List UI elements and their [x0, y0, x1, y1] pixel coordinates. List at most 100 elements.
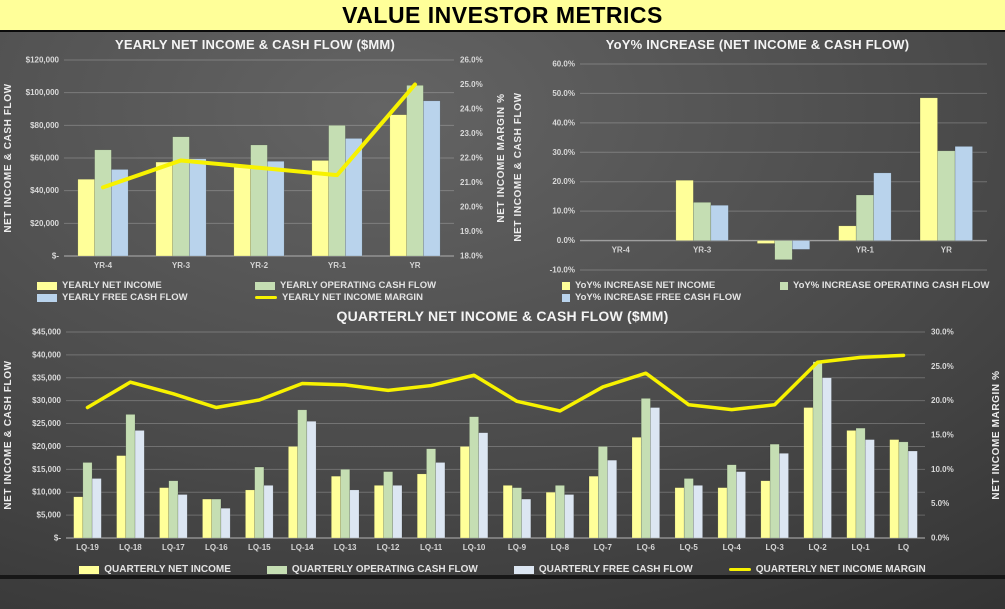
legend-line-swatch — [728, 568, 751, 571]
legend-row: YEARLY NET INCOME YEARLY OPERATING CASH F… — [0, 280, 510, 291]
legend-row: YoY% INCREASE NET INCOME YoY% INCREASE OP… — [510, 280, 1005, 291]
y-tick-label: $40,000 — [30, 186, 59, 195]
bar — [502, 485, 513, 539]
y2-tick-label: 23.0% — [460, 129, 483, 138]
bar — [168, 480, 179, 539]
x-tick-label: LQ-11 — [420, 543, 443, 552]
y-tick-label: 0.0% — [557, 236, 575, 245]
y-tick-label: 50.0% — [552, 89, 575, 98]
bar — [245, 489, 255, 539]
series-line — [101, 82, 417, 190]
bar — [779, 453, 789, 539]
y-tick-label: $35,000 — [32, 373, 61, 382]
y-tick-label: $80,000 — [30, 121, 59, 130]
x-tick-label: LQ — [898, 543, 909, 552]
bar — [769, 443, 780, 539]
y-tick-label: $120,000 — [26, 56, 60, 65]
bar — [710, 205, 729, 241]
bar — [812, 361, 823, 539]
bar — [821, 377, 832, 539]
legend-label: YEARLY FREE CASH FLOW — [62, 292, 188, 303]
top-row: YEARLY NET INCOME & CASH FLOW ($MM) $- $2… — [0, 32, 1005, 303]
bar — [349, 489, 360, 539]
bar — [389, 114, 407, 257]
legend-swatch — [79, 565, 100, 574]
legend-item: YoY% INCREASE NET INCOME — [562, 280, 780, 291]
y-tick-label: $- — [54, 534, 61, 543]
chart-quarterly-title: QUARTERLY NET INCOME & CASH FLOW ($MM) — [336, 308, 669, 324]
bar — [297, 409, 308, 539]
x-tick-label: LQ-12 — [377, 543, 400, 552]
legend-swatch — [37, 293, 57, 302]
y-axis-title: NET INCOME & CASH FLOW — [3, 360, 14, 509]
legend-label: QUARTERLY OPERATING CASH FLOW — [291, 564, 478, 575]
bar — [423, 100, 441, 257]
bar — [250, 144, 268, 257]
y-axis-title: NET INCOME & CASH FLOW — [3, 83, 14, 232]
legend-label: QUARTERLY NET INCOME — [104, 564, 231, 575]
bar — [774, 240, 793, 260]
legend-item: QUARTERLY NET INCOME MARGIN — [728, 564, 926, 575]
chart-yearly-title: YEARLY NET INCOME & CASH FLOW ($MM) — [114, 37, 395, 52]
bar — [889, 439, 900, 539]
charts-area: YEARLY NET INCOME & CASH FLOW ($MM) $- $2… — [0, 32, 1005, 575]
x-tick-label: LQ-6 — [637, 543, 656, 552]
y2-tick-label: 10.0% — [931, 465, 954, 474]
x-tick-label: YR-3 — [172, 261, 191, 270]
legend-label: YEARLY NET INCOME MARGIN — [282, 292, 423, 303]
bar — [306, 421, 317, 539]
bar — [919, 97, 938, 241]
legend-label: YoY% INCREASE NET INCOME — [575, 280, 716, 291]
legend-item: YoY% INCREASE OPERATING CASH FLOW — [780, 280, 998, 291]
x-tick-label: YR — [941, 246, 952, 255]
y2-tick-label: 25.0% — [931, 362, 954, 371]
y-tick-label: -10.0% — [550, 266, 575, 275]
y-tick-label: $60,000 — [30, 154, 59, 163]
chart-yearly-plot: $- $20,000 $40,000 $60,000 $80,000 $100,000 $1… — [3, 56, 507, 271]
y-tick-label: $45,000 — [32, 328, 61, 337]
chart-yoy-legend: YoY% INCREASE NET INCOME YoY% INCREASE OP… — [510, 280, 1005, 303]
legend-item: YEARLY NET INCOME — [37, 280, 255, 291]
y2-tick-label: 20.0% — [460, 203, 483, 212]
x-tick-label: YR — [409, 261, 420, 270]
bar — [406, 85, 424, 257]
bar — [267, 161, 285, 257]
bar — [340, 469, 351, 539]
legend-label: YEARLY OPERATING CASH FLOW — [280, 280, 437, 291]
y2-tick-label: 21.0% — [460, 178, 483, 187]
x-tick-label: LQ-4 — [723, 543, 742, 552]
bar — [288, 446, 298, 539]
bar — [588, 475, 599, 539]
bar — [77, 178, 95, 257]
series-line — [85, 353, 906, 413]
y-tick-label: 20.0% — [552, 177, 575, 186]
bar — [155, 161, 173, 257]
title-bar: VALUE INVESTOR METRICS — [0, 0, 1005, 32]
bar — [416, 473, 427, 539]
x-tick-label: LQ-10 — [463, 543, 486, 552]
x-tick-label: YR-3 — [693, 246, 712, 255]
legend-swatch — [37, 281, 57, 290]
legend-swatch — [562, 281, 570, 290]
page-title: VALUE INVESTOR METRICS — [342, 1, 663, 28]
bar — [134, 430, 145, 539]
bar — [111, 169, 129, 257]
chart-quarterly: QUARTERLY NET INCOME & CASH FLOW ($MM) $… — [0, 308, 1005, 575]
legend-item: YoY% INCREASE FREE CASH FLOW — [562, 292, 780, 303]
x-tick-label: LQ-8 — [551, 543, 570, 552]
y-tick-label: 30.0% — [552, 148, 575, 157]
bar — [383, 471, 393, 539]
bar — [202, 498, 212, 539]
x-tick-label: LQ-13 — [334, 543, 357, 552]
legend-item: YEARLY NET INCOME MARGIN — [255, 292, 473, 303]
bar — [555, 485, 565, 539]
chart-yoy-plot: -10.0% 0.0% 10.0% 20.0% 30.0% 40.0% 50.0% 60.0%… — [513, 60, 987, 275]
bar — [674, 487, 685, 539]
bar — [328, 125, 346, 257]
x-tick-label: LQ-15 — [248, 543, 271, 552]
x-tick-label: LQ-2 — [809, 543, 828, 552]
legend-row: YoY% INCREASE FREE CASH FLOW — [510, 292, 1005, 303]
y-tick-label: $20,000 — [30, 219, 59, 228]
bar — [650, 407, 660, 539]
x-tick-label: LQ-7 — [594, 543, 613, 552]
